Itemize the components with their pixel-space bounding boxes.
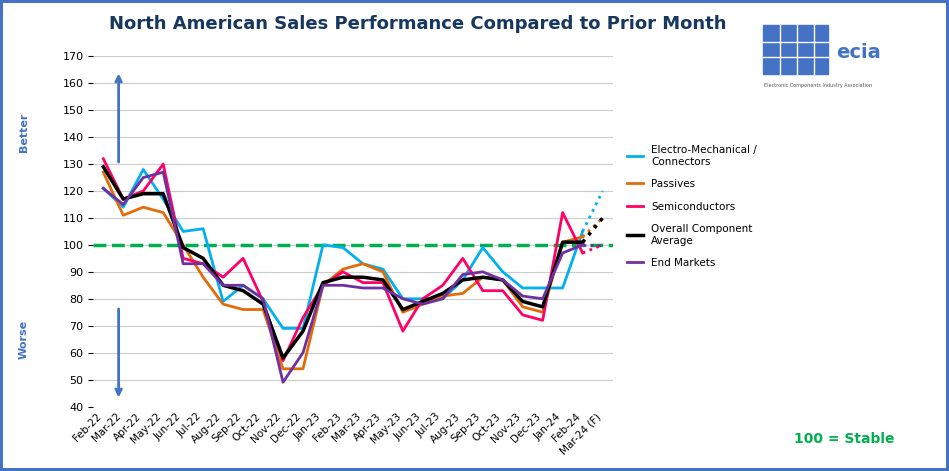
Text: North American Sales Performance Compared to Prior Month: North American Sales Performance Compare… xyxy=(109,15,726,33)
Text: Better: Better xyxy=(19,112,28,152)
Text: ecia: ecia xyxy=(836,43,881,62)
FancyBboxPatch shape xyxy=(763,25,828,74)
Text: Electronic Components Industry Association: Electronic Components Industry Associati… xyxy=(764,83,872,88)
Legend: Electro-Mechanical /
Connectors, Passives, Semiconductors, Overall Component
Ave: Electro-Mechanical / Connectors, Passive… xyxy=(623,141,761,272)
Text: Worse: Worse xyxy=(19,319,28,359)
Text: 100 = Stable: 100 = Stable xyxy=(794,432,895,446)
